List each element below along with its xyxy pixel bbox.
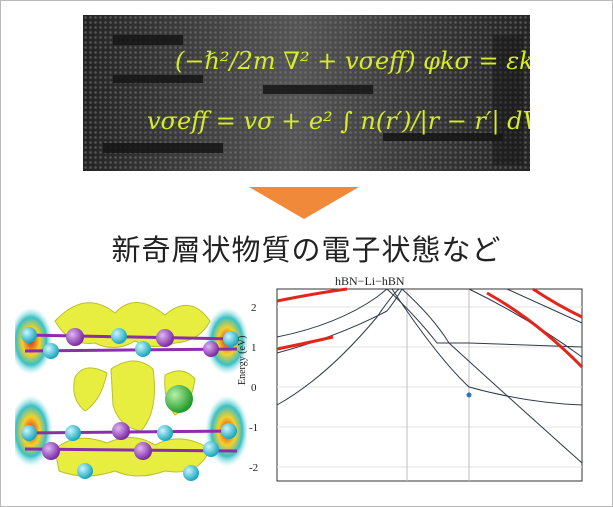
effective-potential-equation: vσeff = vσ + e² ∫ n(r′)/|r − r′| dV′ + v… bbox=[147, 107, 530, 135]
y-axis-label: Energy (eV) bbox=[237, 335, 248, 385]
server-rack-photo: (−ℏ²/2m ∇² + vσeff) φkσ = εkσ φkσ vσeff … bbox=[83, 15, 530, 171]
ytick-label: -2 bbox=[249, 462, 258, 474]
band-structure-plot: hBN−Li−hBN 2 1 0 -1 -2 Energy (eV) bbox=[237, 277, 584, 482]
plot-gridlines bbox=[277, 306, 582, 468]
ytick-label: -1 bbox=[249, 422, 258, 434]
ytick-label: 0 bbox=[251, 382, 257, 394]
charge-density-image bbox=[15, 302, 247, 481]
band-lines bbox=[276, 288, 583, 464]
band-highlight-lines bbox=[276, 287, 584, 369]
plot-title: hBN−Li−hBN bbox=[335, 277, 405, 288]
fermi-point-marker bbox=[466, 392, 472, 398]
ytick-label: 2 bbox=[251, 302, 257, 314]
caption: 新奇層状物質の電子状態など bbox=[111, 233, 502, 267]
down-arrow-icon bbox=[249, 187, 359, 219]
ytick-label: 1 bbox=[251, 342, 257, 354]
kohn-sham-equation: (−ℏ²/2m ∇² + vσeff) φkσ = εkσ φkσ bbox=[175, 47, 530, 75]
